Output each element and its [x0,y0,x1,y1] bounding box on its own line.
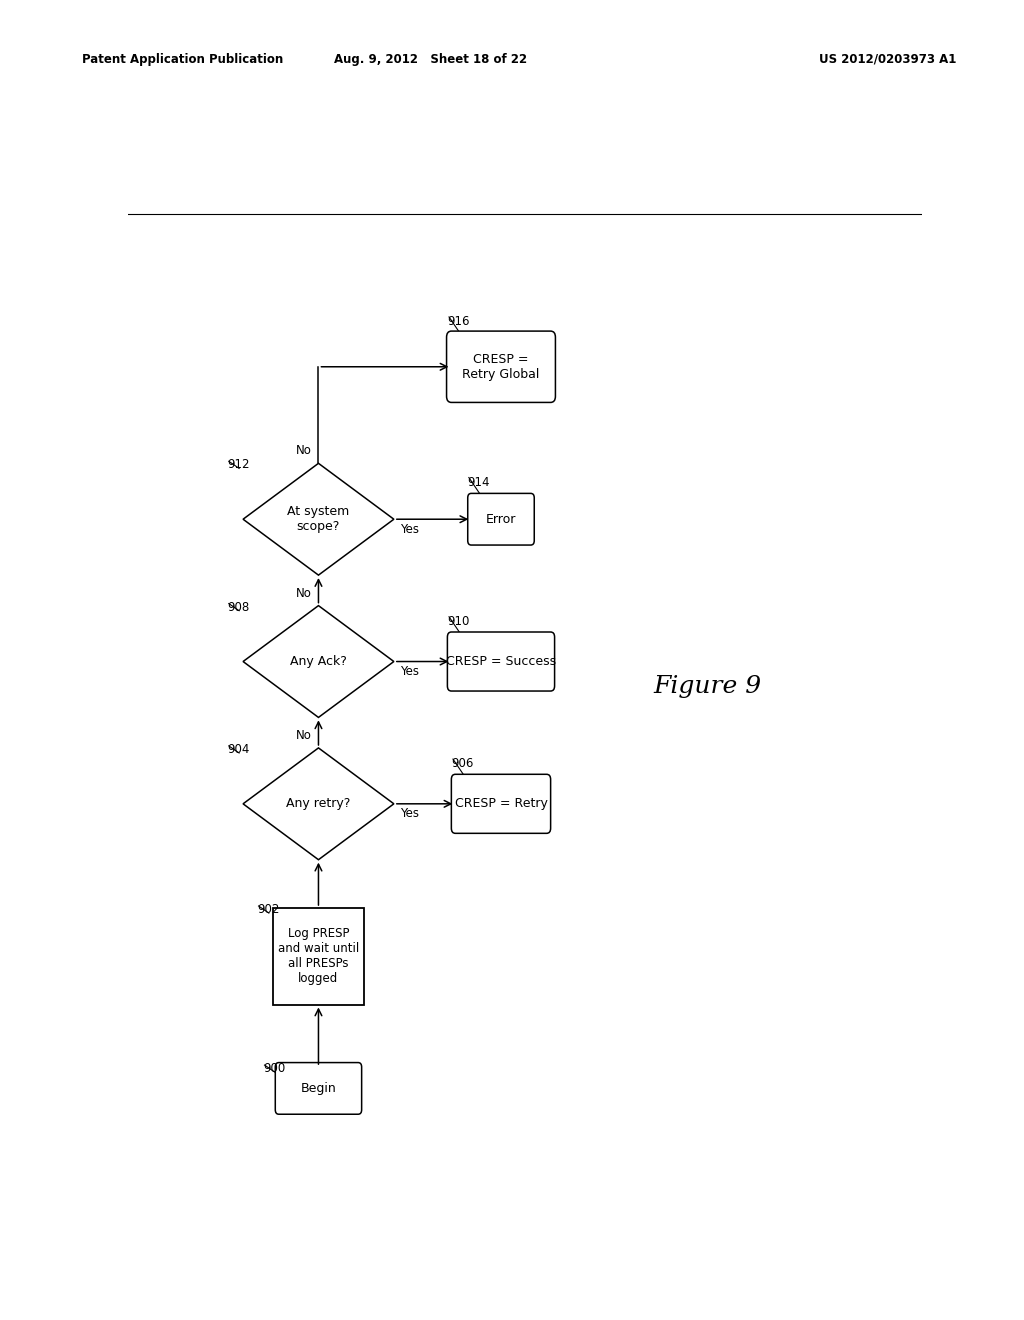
Text: Begin: Begin [301,1082,336,1094]
Text: Any retry?: Any retry? [287,797,350,810]
Text: US 2012/0203973 A1: US 2012/0203973 A1 [819,53,956,66]
Bar [272,908,365,1005]
Text: Error: Error [485,512,516,525]
Text: CRESP =
Retry Global: CRESP = Retry Global [462,352,540,380]
Text: Any Ack?: Any Ack? [290,655,347,668]
Text: Yes: Yes [400,523,419,536]
Text: 916: 916 [447,315,470,327]
Text: 902: 902 [257,903,280,916]
Text: No: No [296,586,312,599]
Text: 912: 912 [227,458,250,471]
Text: CRESP = Success: CRESP = Success [445,655,556,668]
Polygon shape [243,606,394,718]
Text: No: No [296,445,312,457]
Text: 906: 906 [452,758,474,770]
FancyBboxPatch shape [447,632,555,692]
Text: CRESP = Retry: CRESP = Retry [455,797,548,810]
Text: 908: 908 [227,601,250,614]
Text: 900: 900 [263,1063,285,1074]
Text: 904: 904 [227,743,250,756]
Text: 914: 914 [467,475,489,488]
FancyBboxPatch shape [275,1063,361,1114]
Polygon shape [243,748,394,859]
Text: Aug. 9, 2012   Sheet 18 of 22: Aug. 9, 2012 Sheet 18 of 22 [334,53,526,66]
Text: Yes: Yes [400,808,419,821]
Text: At system
scope?: At system scope? [288,506,349,533]
FancyBboxPatch shape [468,494,535,545]
FancyBboxPatch shape [446,331,555,403]
Polygon shape [243,463,394,576]
Text: Figure 9: Figure 9 [653,676,762,698]
Text: Log PRESP
and wait until
all PRESPs
logged: Log PRESP and wait until all PRESPs logg… [278,927,359,985]
Text: Yes: Yes [400,665,419,678]
Text: 910: 910 [447,615,470,628]
Text: No: No [296,729,312,742]
FancyBboxPatch shape [452,775,551,833]
Text: Patent Application Publication: Patent Application Publication [82,53,284,66]
